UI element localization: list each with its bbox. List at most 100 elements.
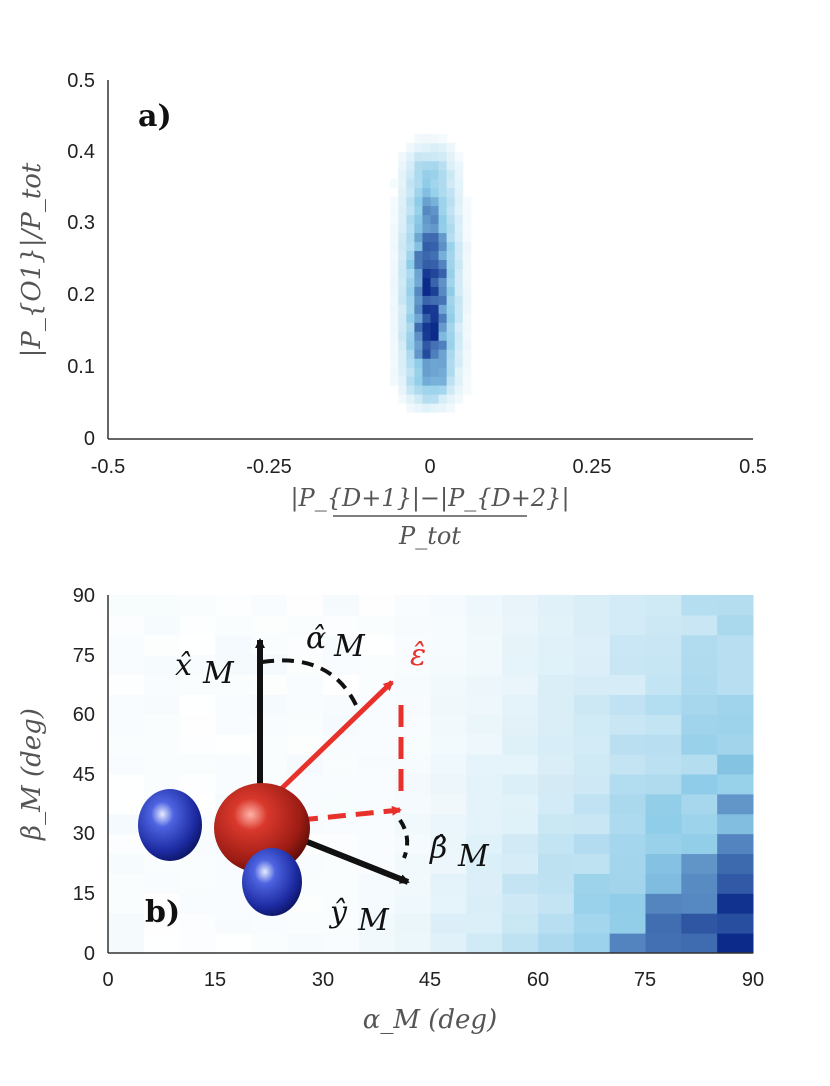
heatmap-cell xyxy=(645,734,682,755)
heatmap-cell xyxy=(717,933,754,954)
heatmap-cell xyxy=(454,178,464,189)
heatmap-cell xyxy=(446,151,456,162)
heatmap-cell xyxy=(323,893,360,914)
heatmap-cell xyxy=(390,223,399,234)
heatmap-cell xyxy=(422,295,431,305)
heatmap-cell xyxy=(390,331,399,341)
heatmap-cell xyxy=(454,358,464,368)
heatmap-cell xyxy=(414,403,423,413)
heatmap-cell xyxy=(215,654,252,676)
heatmap-cell xyxy=(681,893,718,914)
heatmap-cell xyxy=(462,304,472,314)
heatmap-cell xyxy=(108,873,145,894)
heatmap-cell xyxy=(414,205,423,216)
x-vector-label: x̂ M xyxy=(175,648,235,691)
heatmap-cell xyxy=(609,793,646,815)
heatmap-cell xyxy=(394,614,431,636)
heatmap-cell xyxy=(717,793,754,815)
heatmap-cell xyxy=(143,595,181,616)
heatmap-cell xyxy=(502,674,539,695)
heatmap-cell xyxy=(323,595,360,616)
heatmap-cell xyxy=(446,187,456,198)
heatmap-cell xyxy=(143,873,181,894)
heatmap-cell xyxy=(406,142,415,153)
heatmap-cell xyxy=(438,367,448,377)
heatmap-cell xyxy=(681,853,718,874)
heatmap-cell xyxy=(573,833,611,855)
heatmap-cell xyxy=(108,933,145,954)
heatmap-cell xyxy=(323,913,360,934)
heatmap-cell xyxy=(108,813,145,835)
heatmap-cell xyxy=(394,694,431,715)
heatmap-cell xyxy=(502,614,539,636)
heatmap-cell xyxy=(717,734,754,755)
heatmap-cell xyxy=(430,634,467,656)
heatmap-cell xyxy=(462,277,472,287)
heatmap-cell xyxy=(406,169,415,180)
heatmap-cell xyxy=(538,813,575,835)
heatmap-cell xyxy=(454,223,464,234)
heatmap-cell xyxy=(645,893,682,914)
heatmap-cell xyxy=(438,277,448,287)
heatmap-cell xyxy=(466,694,503,715)
heatmap-cell xyxy=(538,873,575,894)
heatmap-cell xyxy=(215,933,252,954)
heatmap-cell xyxy=(681,754,718,775)
heatmap-cell xyxy=(398,340,407,350)
heatmap-cell xyxy=(251,754,288,775)
heatmap-cell xyxy=(645,595,682,616)
heatmap-cell xyxy=(538,714,575,735)
heatmap-cell xyxy=(406,304,415,314)
heatmap-cell xyxy=(609,674,646,695)
heatmap-cell xyxy=(108,754,145,775)
heatmap-cell xyxy=(454,268,464,278)
heatmap-cell xyxy=(438,358,448,368)
heatmap-cell xyxy=(454,322,464,332)
heatmap-cell xyxy=(502,634,539,656)
heatmap-cell xyxy=(108,833,145,855)
heatmap-cell xyxy=(215,595,252,616)
heatmap-cell xyxy=(430,313,440,323)
panel-a-x-tick: -0.5 xyxy=(91,456,125,478)
heatmap-cell xyxy=(645,913,682,934)
heatmap-cell xyxy=(454,241,464,252)
heatmap-cell xyxy=(287,774,324,795)
heatmap-cell xyxy=(573,595,611,616)
panel-b-x-tick: 60 xyxy=(527,969,549,991)
x-vector-symbol: x̂ xyxy=(175,648,192,683)
heatmap-cell xyxy=(398,151,407,162)
heatmap-cell xyxy=(422,394,431,404)
heatmap-cell xyxy=(502,714,539,735)
heatmap-cell xyxy=(422,187,431,198)
heatmap-cell xyxy=(108,694,145,715)
heatmap-cell xyxy=(406,214,415,225)
heatmap-cell xyxy=(609,595,646,616)
heatmap-cell xyxy=(108,853,145,874)
heatmap-cell xyxy=(414,196,423,207)
panel-b-y-ticks: 0 15 30 45 60 75 90 xyxy=(73,585,95,965)
panel-b-y-tick: 45 xyxy=(73,764,95,786)
heatmap-cell xyxy=(681,614,718,636)
heatmap-cell xyxy=(358,614,396,636)
heatmap-cell xyxy=(446,169,456,180)
heatmap-cell xyxy=(323,654,360,676)
heatmap-cell xyxy=(446,286,456,296)
heatmap-cell xyxy=(502,913,539,934)
heatmap-cell xyxy=(462,331,472,341)
heatmap-cell xyxy=(573,813,611,835)
heatmap-cell xyxy=(358,774,396,795)
heatmap-cell xyxy=(215,734,252,755)
heatmap-cell xyxy=(390,286,399,296)
heatmap-cell xyxy=(645,714,682,735)
heatmap-cell xyxy=(681,774,718,795)
heatmap-cell xyxy=(215,893,252,914)
heatmap-cell xyxy=(251,734,288,755)
heatmap-cell xyxy=(179,654,216,676)
heatmap-cell xyxy=(406,187,415,198)
heatmap-cell xyxy=(390,196,399,207)
heatmap-cell xyxy=(422,133,431,144)
heatmap-cell xyxy=(422,160,431,171)
heatmap-cell xyxy=(422,151,431,162)
heatmap-cell xyxy=(454,340,464,350)
panel-b-x-label: α_M (deg) xyxy=(363,1005,497,1035)
